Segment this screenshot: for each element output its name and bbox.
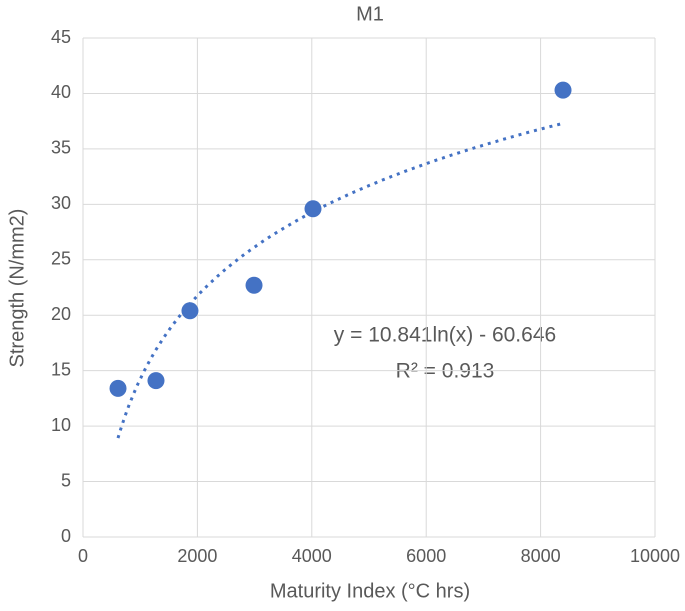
- x-axis-label: Maturity Index (°C hrs): [270, 580, 470, 602]
- y-axis-label: Strength (N/mm2): [6, 209, 28, 368]
- chart-title: M1: [356, 3, 384, 25]
- y-tick-label: 45: [51, 27, 71, 47]
- y-tick-label: 35: [51, 138, 71, 158]
- point: [109, 379, 127, 397]
- point: [554, 81, 572, 99]
- y-tick-label: 40: [51, 82, 71, 102]
- y-tick-label: 30: [51, 193, 71, 213]
- y-tick-label: 5: [61, 470, 71, 490]
- x-tick-label: 4000: [292, 546, 332, 566]
- y-tick-label: 15: [51, 359, 71, 379]
- trend-equation: y = 10.841ln(x) - 60.646: [334, 324, 556, 347]
- trendline: [116, 121, 564, 439]
- x-tick-label: 6000: [406, 546, 446, 566]
- y-tick-label: 20: [51, 304, 71, 324]
- y-tick-label: 25: [51, 249, 71, 269]
- point: [181, 302, 199, 320]
- point: [304, 200, 322, 218]
- x-tick-label: 2000: [177, 546, 217, 566]
- x-tick-label: 10000: [630, 546, 680, 566]
- y-tick-label: 10: [51, 415, 71, 435]
- y-tick-label: 0: [61, 526, 71, 546]
- point: [147, 372, 165, 390]
- x-tick-label: 0: [78, 546, 88, 566]
- x-tick-label: 8000: [521, 546, 561, 566]
- point: [245, 276, 263, 294]
